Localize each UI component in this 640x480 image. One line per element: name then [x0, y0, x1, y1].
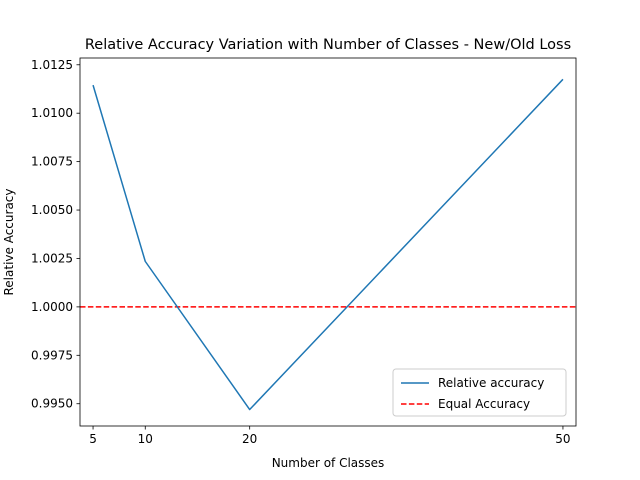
x-tick-label-2: 20 [242, 432, 257, 446]
y-tick-label-2: 1.0000 [31, 300, 73, 314]
legend-label-1: Equal Accuracy [438, 397, 530, 411]
series-line-0 [92, 78, 564, 411]
x-tick-label-1: 10 [138, 432, 153, 446]
y-tick-label-0: 0.9950 [31, 397, 73, 411]
chart-title: Relative Accuracy Variation with Number … [85, 37, 571, 53]
y-tick-label-6: 1.0100 [31, 106, 73, 120]
y-tick-label-1: 0.9975 [31, 348, 73, 362]
y-axis-label: Relative Accuracy [2, 189, 16, 296]
y-tick-label-3: 1.0025 [31, 251, 73, 265]
x-tick-label-3: 50 [555, 432, 570, 446]
y-tick-label-7: 1.0125 [31, 58, 73, 72]
x-axis-label: Number of Classes [272, 456, 385, 470]
y-tick-label-5: 1.0075 [31, 155, 73, 169]
y-tick-label-4: 1.0050 [31, 203, 73, 217]
legend-box [392, 368, 567, 417]
plot-area: 5 10 20 50 0.9950 0.9975 1.0000 1.0025 1.0050 1.0… [31, 57, 577, 446]
x-tick-label-0: 5 [89, 432, 97, 446]
legend-label-0: Relative accuracy [438, 376, 544, 390]
legend: Relative accuracy Equal Accuracy [392, 368, 567, 417]
axes-frame [79, 57, 577, 427]
